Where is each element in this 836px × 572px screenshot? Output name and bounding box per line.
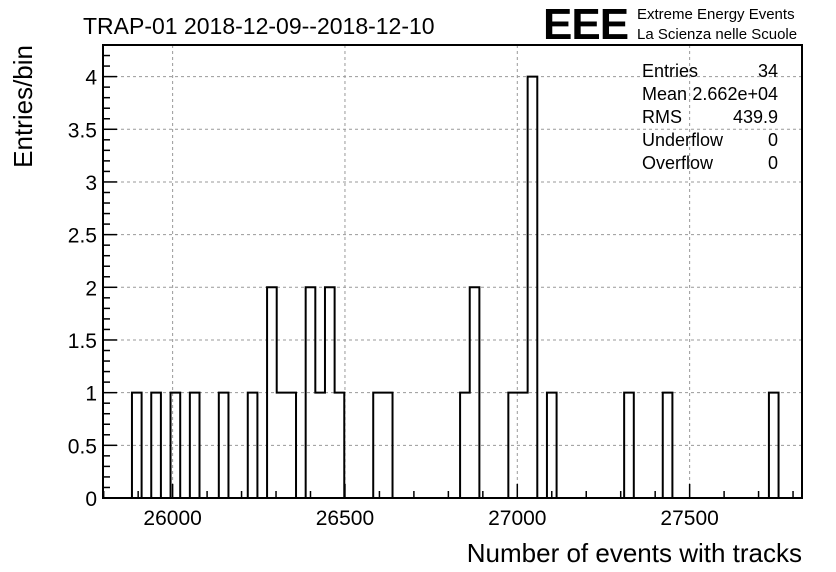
stats-label: Entries [642, 61, 698, 81]
histogram-outline [130, 75, 780, 498]
eee-logo-line1: Extreme Energy Events [637, 6, 795, 23]
grid-lines [103, 45, 802, 498]
stats-value: 0 [768, 153, 778, 173]
x-axis-title: Number of events with tracks [467, 538, 802, 568]
x-tick-label: 26000 [143, 507, 201, 530]
y-tick-label: 2 [85, 277, 97, 300]
eee-logo: EEE Extreme Energy Events La Scienza nel… [543, 0, 797, 49]
y-axis: 0 0.5 1 1.5 2 2.5 3 3.5 4 [68, 44, 117, 511]
stats-value: 2.662e+04 [692, 84, 778, 104]
stats-label: Underflow [642, 130, 724, 150]
stats-value: 0 [768, 130, 778, 150]
stats-label: RMS [642, 107, 682, 127]
y-tick-label: 1.5 [68, 330, 97, 353]
x-tick-label: 27000 [488, 507, 546, 530]
y-tick-label: 3.5 [68, 119, 97, 142]
y-tick-label: 0 [85, 488, 97, 511]
plot-title: TRAP-01 2018-12-09--2018-12-10 [83, 13, 435, 39]
stats-box: Entries 34 Mean 2.662e+04 RMS 439.9 Underflow 0… [642, 61, 778, 173]
y-tick-label: 4 [85, 67, 97, 90]
stats-label: Mean [642, 84, 687, 104]
plot-frame [102, 44, 803, 499]
eee-logo-text: EEE [543, 0, 628, 49]
y-tick-label: 1 [85, 383, 97, 406]
eee-logo-line2: La Scienza nelle Scuole [637, 26, 797, 43]
y-tick-label: 2.5 [68, 225, 97, 248]
stats-label: Overflow [642, 153, 714, 173]
y-axis-title: Entries/bin [8, 45, 38, 168]
y-tick-label: 0.5 [68, 435, 97, 458]
stats-value: 439.9 [733, 107, 778, 127]
x-tick-label: 26500 [316, 507, 374, 530]
stats-value: 34 [758, 61, 778, 81]
x-tick-label: 27500 [660, 507, 718, 530]
x-axis: 26000 26500 27000 27500 [102, 484, 794, 530]
y-tick-label: 3 [85, 172, 97, 195]
